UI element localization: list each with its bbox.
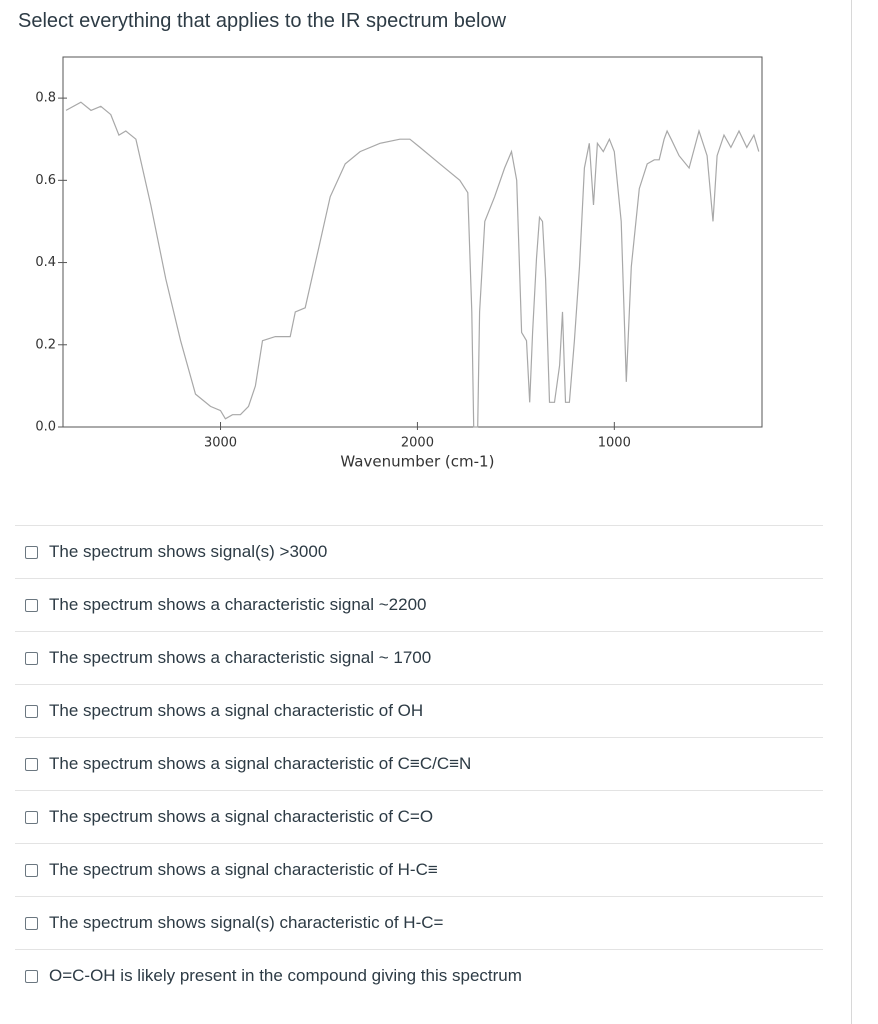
options: The spectrum shows signal(s) >3000 The sp…	[15, 525, 823, 1002]
chart: 0.0 0.2 0.4 0.6 0.8 3000 2000 1000 Wavenumber (c…	[35, 56, 763, 471]
option-label[interactable]: The spectrum shows a signal characterist…	[49, 860, 438, 879]
spectrum-line	[65, 101, 760, 428]
x-tick-label: 1000	[598, 436, 631, 451]
border	[851, 0, 852, 1024]
option: O=C-OH is likely present in the compound…	[15, 949, 823, 1002]
checkbox[interactable]	[25, 810, 38, 824]
checkbox[interactable]	[25, 863, 38, 877]
option: The spectrum shows a characteristic sign…	[15, 631, 823, 684]
option-label[interactable]: O=C-OH is likely present in the compound…	[49, 966, 522, 985]
option-label[interactable]: The spectrum shows a signal characterist…	[49, 701, 424, 720]
y-tick-label: 0.6	[35, 173, 56, 188]
checkbox[interactable]	[25, 545, 38, 559]
checkbox[interactable]	[25, 969, 38, 983]
option-label[interactable]: The spectrum shows a signal characterist…	[49, 754, 472, 773]
option: The spectrum shows a characteristic sign…	[15, 578, 823, 631]
question: Select everything that applies to the IR…	[18, 10, 507, 32]
option: The spectrum shows signal(s) >3000	[15, 525, 823, 578]
y-tick-label: 0.2	[35, 337, 56, 352]
checkbox[interactable]	[25, 651, 38, 665]
x-axis-label: Wavenumber (cm-1)	[340, 453, 494, 471]
x-tick-label: 2000	[401, 436, 434, 451]
option: The spectrum shows a signal characterist…	[15, 684, 823, 737]
option-label[interactable]: The spectrum shows a signal characterist…	[49, 807, 434, 826]
checkbox[interactable]	[25, 757, 38, 771]
option-label[interactable]: The spectrum shows a characteristic sign…	[49, 595, 427, 614]
y-tick-label: 0.0	[35, 420, 56, 435]
checkbox[interactable]	[25, 916, 38, 930]
option-label[interactable]: The spectrum shows signal(s) characteris…	[49, 913, 444, 932]
y-tick-label: 0.4	[35, 255, 56, 270]
option: The spectrum shows a signal characterist…	[15, 790, 823, 843]
option: The spectrum shows a signal characterist…	[15, 737, 823, 790]
option: The spectrum shows a signal characterist…	[15, 843, 823, 896]
x-tick-label: 3000	[204, 436, 237, 451]
checkbox[interactable]	[25, 598, 38, 612]
checkbox[interactable]	[25, 704, 38, 718]
option-label[interactable]: The spectrum shows signal(s) >3000	[49, 542, 328, 561]
option-label[interactable]: The spectrum shows a characteristic sign…	[49, 648, 432, 667]
y-tick-label: 0.8	[35, 91, 56, 106]
plot-frame	[62, 56, 763, 428]
option: The spectrum shows signal(s) characteris…	[15, 896, 823, 949]
